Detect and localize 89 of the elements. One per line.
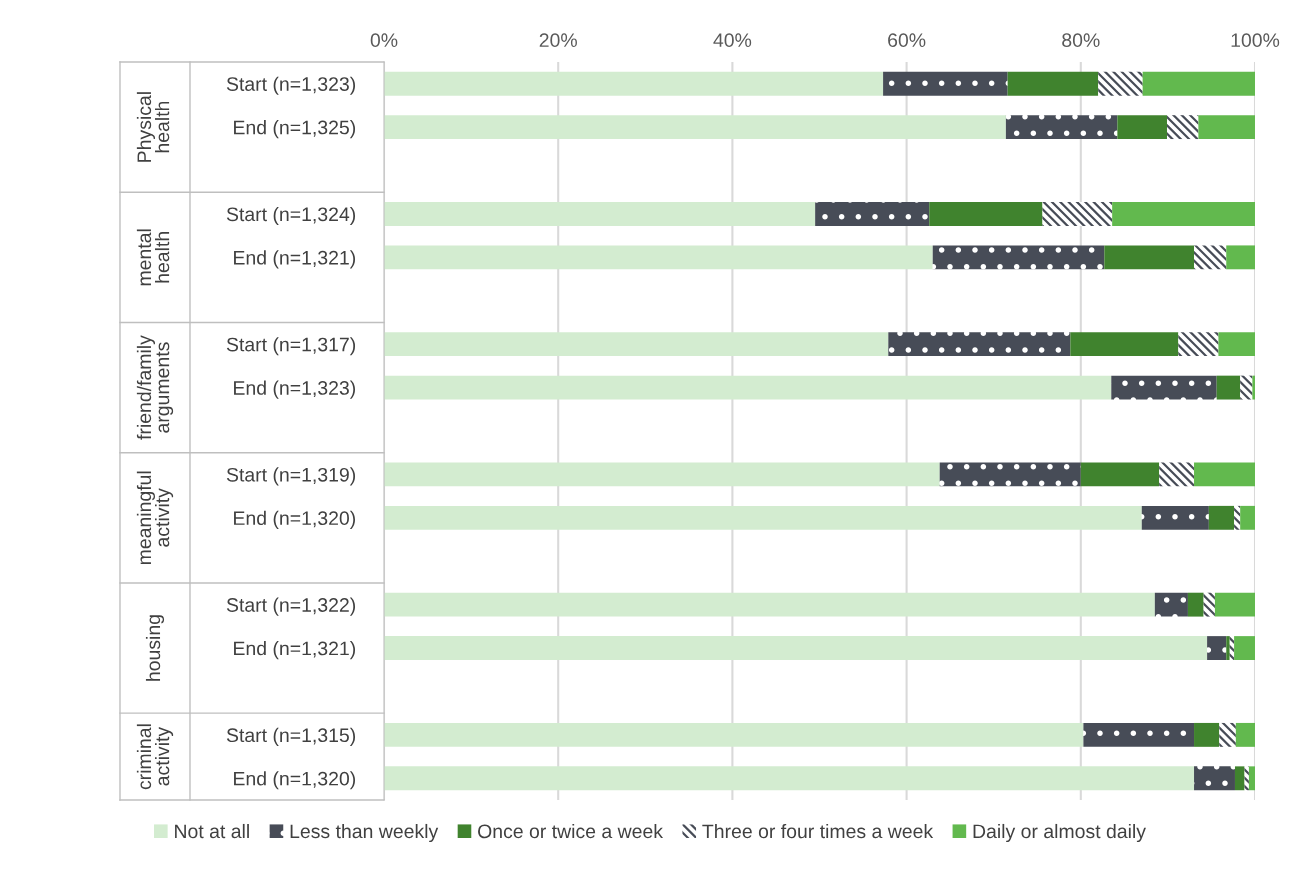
bar [1218,332,1255,357]
bar [1226,636,1230,660]
text: criminal activity [136,724,174,790]
bar [1112,202,1255,226]
bar [1240,375,1253,400]
bar [1214,592,1255,617]
bar [384,636,1208,660]
x-tick-label: 80% [1062,33,1100,48]
bar [384,722,1084,747]
bar [815,202,930,226]
bar [1042,202,1113,226]
text: meaningful activity [136,471,174,565]
bar [1229,636,1235,660]
legend-label: Less than weekly [290,823,439,843]
y-tick-label: Start (n=1,319) [226,467,356,486]
bar [1235,722,1255,747]
bar [1194,462,1255,487]
bar [939,462,1081,487]
bar [1007,71,1099,96]
bar [384,245,933,270]
x-tick-label: 40% [713,33,752,48]
bar [384,71,884,96]
text: mental health [136,229,170,286]
x-tick-label: 20% [539,33,577,48]
bar [1234,636,1255,660]
bar [1083,722,1195,747]
legend-label: Not at all [175,823,249,839]
bar [929,202,1043,226]
y-tick-label: End (n=1,321) [234,250,356,269]
legend-label: Three or four times a week [702,823,934,839]
bar [1070,332,1179,357]
text: housing [145,615,165,681]
bar [384,766,1195,791]
bar [1194,722,1220,747]
text: friend/family arguments [136,335,174,440]
x-tick-label: 0% [370,33,398,48]
bar [1117,115,1168,140]
bar [1207,636,1227,660]
y-tick-label: Start (n=1,322) [226,597,356,616]
bar [1159,462,1195,487]
bar [1178,332,1219,357]
x-tick-label: 100% [1231,33,1280,48]
bar [384,375,1112,400]
bar [1203,592,1215,617]
bar [1244,766,1249,791]
bar [1252,375,1255,400]
y-tick-label: Start (n=1,324) [226,206,356,226]
bar [1104,245,1195,270]
bar [883,71,1008,96]
bar [1141,505,1209,530]
bar [1208,505,1235,530]
x-tick-label: 60% [888,33,926,48]
y-tick-label: Start (n=1,317) [226,337,356,356]
bar [1248,766,1255,791]
bar [1194,766,1235,791]
bar [1234,505,1241,530]
bar [1005,115,1118,140]
bar [384,115,1006,140]
y-tick-label: End (n=1,321) [234,641,356,660]
bar [888,332,1071,357]
legend-label: Daily or almost daily [973,823,1146,843]
bar [1216,375,1241,400]
bar [384,202,816,226]
bar [1226,245,1255,270]
bar [1194,245,1227,270]
y-tick-label: Start (n=1,315) [226,727,356,746]
text: Physical health [136,92,170,162]
bar [1080,462,1160,487]
bar [932,245,1105,270]
y-tick-label: End (n=1,325) [234,120,356,139]
legend-label: Once or twice a week [478,823,664,839]
y-tick-label: Start (n=1,323) [226,76,356,95]
y-tick-label: End (n=1,320) [234,510,356,529]
bar [1154,592,1188,617]
bar [384,592,1155,617]
bar [1167,115,1199,140]
bar [1142,71,1255,96]
bar [1198,115,1255,140]
bar [384,505,1142,530]
bar [1187,592,1204,617]
bar [384,332,889,357]
bar [1098,71,1143,96]
bar [1219,722,1236,747]
bar [1234,766,1245,791]
bar [1111,375,1217,400]
bar [1240,505,1255,530]
bar [384,462,940,487]
y-tick-label: End (n=1,320) [234,771,356,790]
y-tick-label: End (n=1,323) [234,380,356,399]
